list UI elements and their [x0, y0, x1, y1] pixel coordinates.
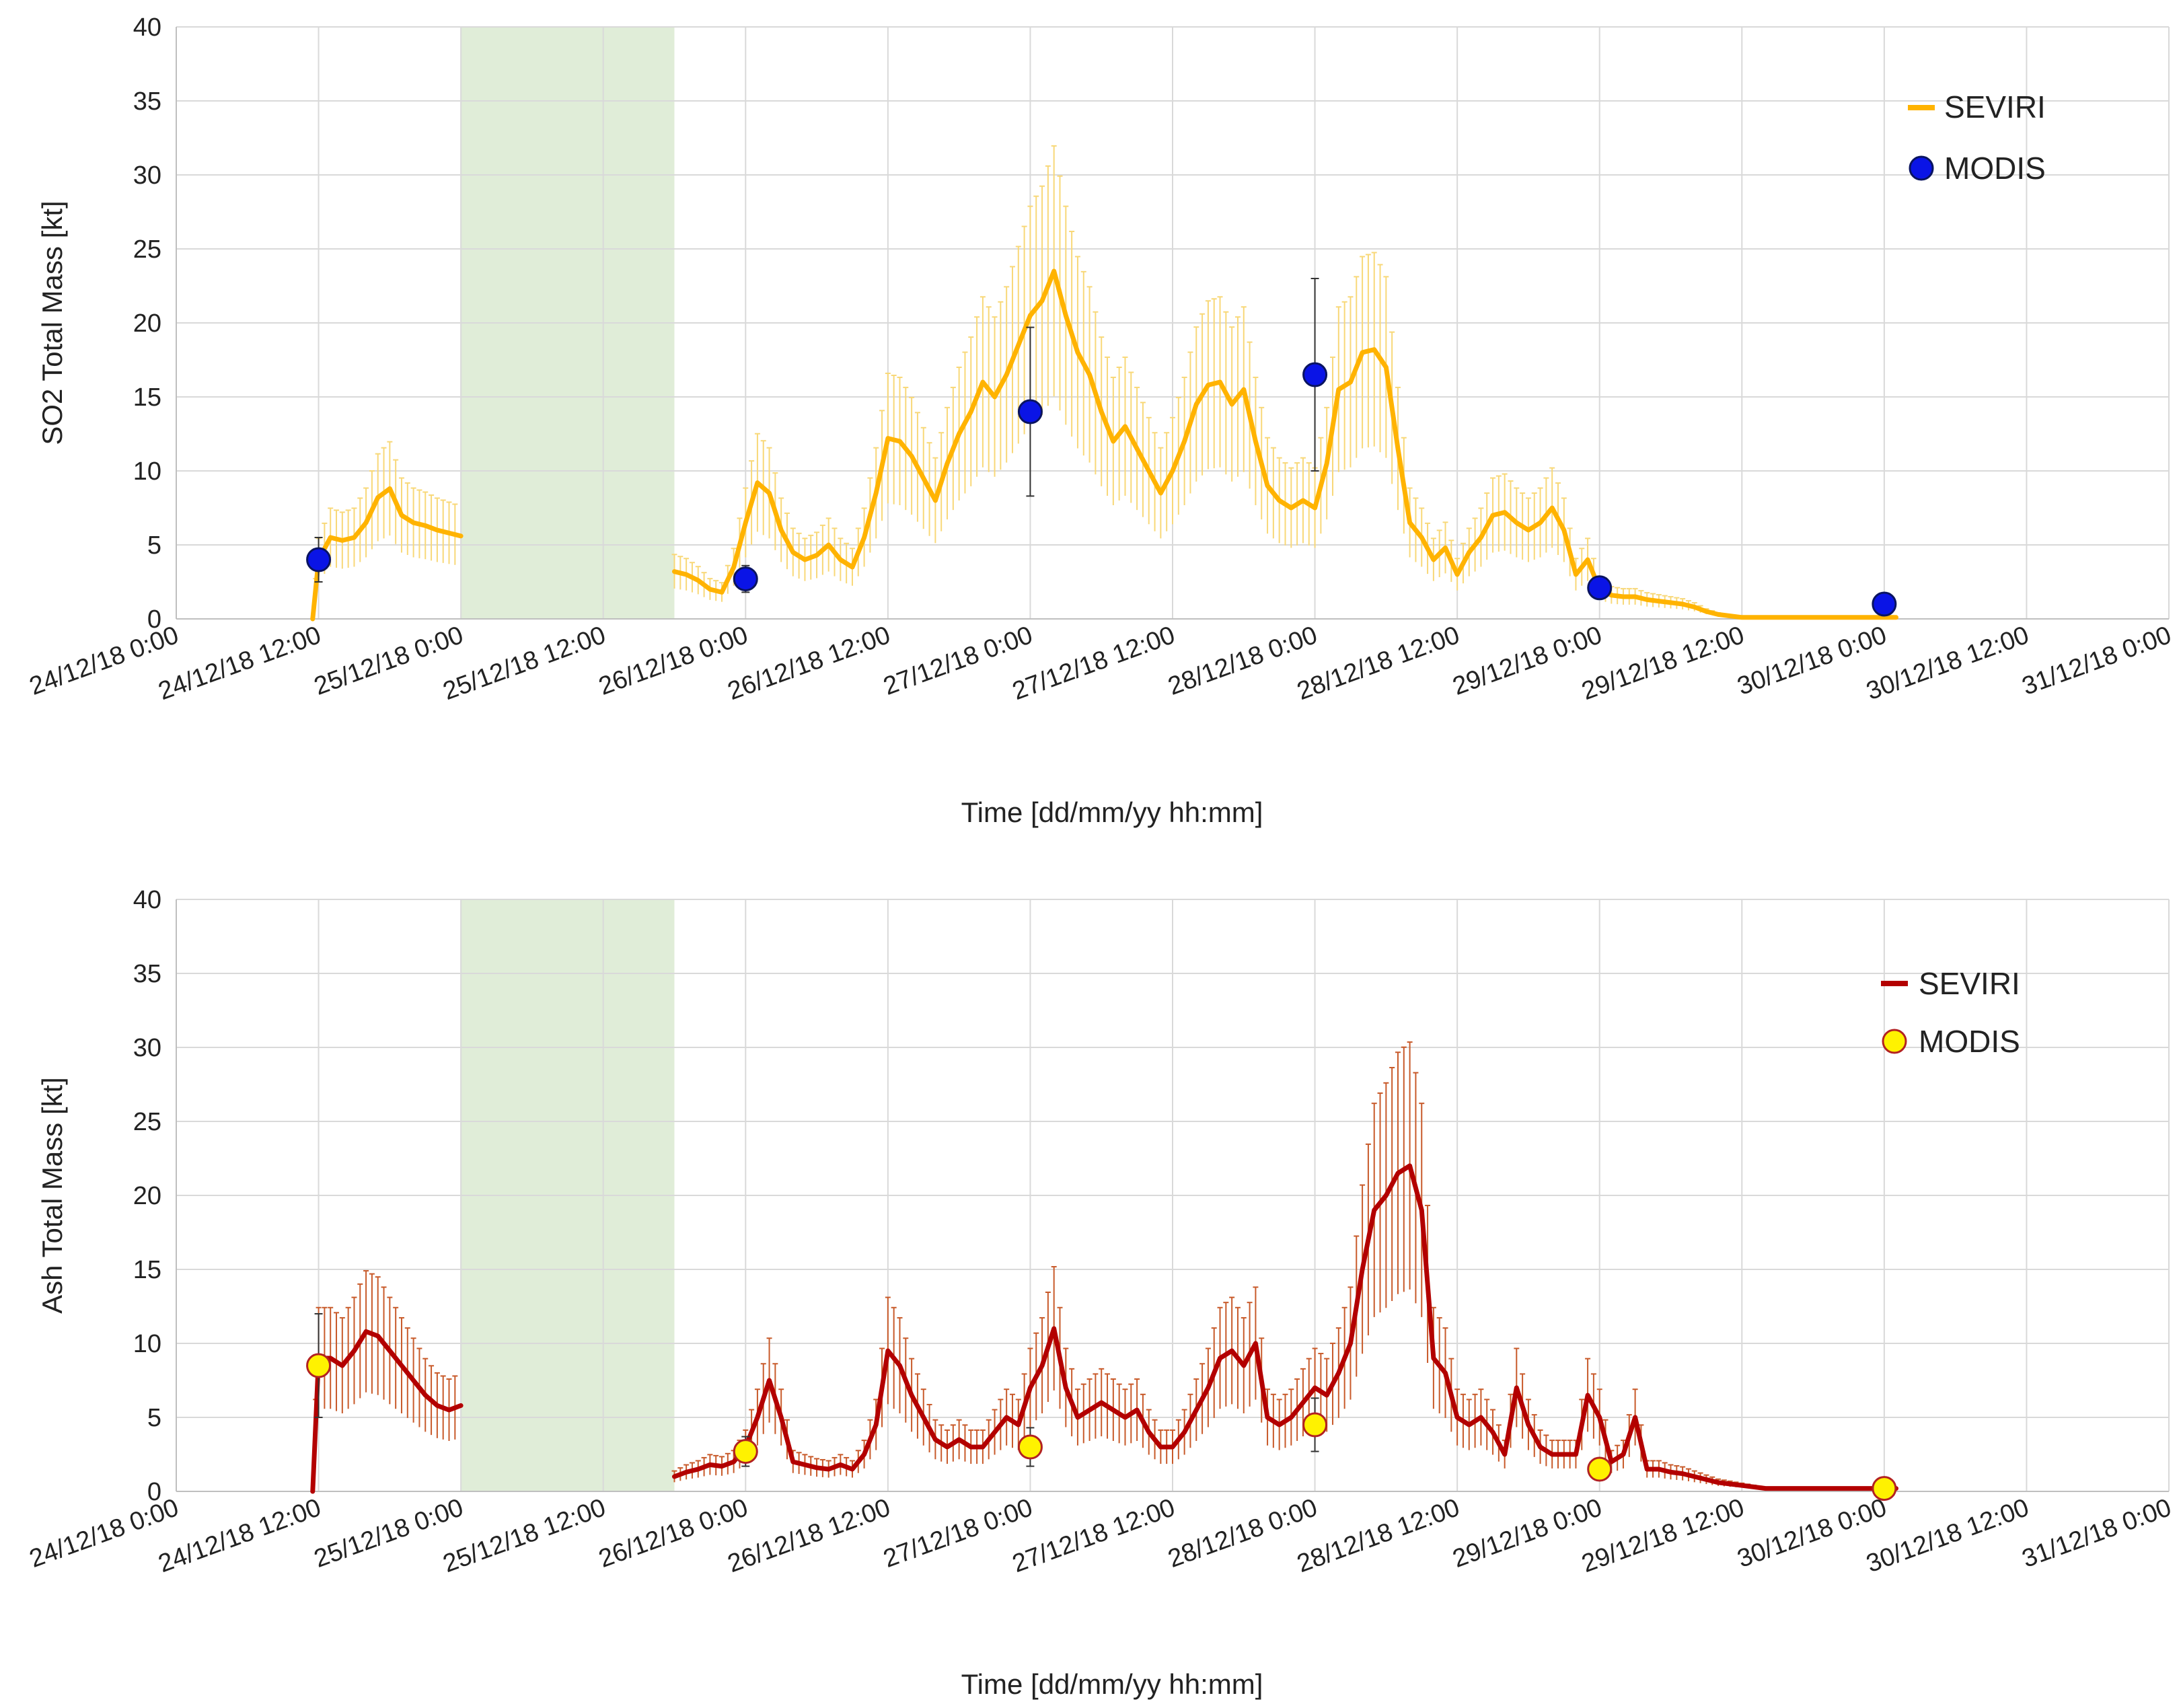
y-tick-label: 15	[133, 383, 161, 412]
x-tick-label: 30/12/18 12:00	[1863, 1493, 2033, 1578]
y-tick-label: 35	[133, 87, 161, 116]
legend-modis-label: MODIS	[1919, 1024, 2020, 1059]
modis-points	[306, 1313, 1897, 1501]
y-tick-label: 35	[133, 960, 161, 988]
modis-point	[306, 547, 332, 572]
y-tick-label: 15	[133, 1256, 161, 1284]
y-tick-label: 25	[133, 1108, 161, 1136]
x-axis-title: Time [dd/mm/yy hh:mm]	[961, 1668, 1263, 1700]
modis-point	[1872, 591, 1897, 617]
y-tick-label: 30	[133, 161, 161, 190]
x-tick-label: 25/12/18 12:00	[439, 1493, 609, 1578]
x-tick-label: 26/12/18 12:00	[724, 621, 894, 706]
y-tick-label: 10	[133, 457, 161, 486]
seviri-line	[310, 268, 1898, 622]
y-tick-label: 40	[133, 886, 161, 914]
modis-point	[1302, 362, 1328, 387]
seviri-line-segment-1	[672, 1163, 1898, 1491]
y-tick-labels: 0 5 10 15 20 25 30 35 40	[133, 13, 161, 634]
modis-point	[1017, 399, 1043, 424]
modis-point	[1587, 575, 1613, 601]
x-tick-label: 31/12/18 0:00	[2018, 1493, 2175, 1573]
seviri-line	[310, 1163, 1898, 1494]
y-tick-label: 25	[133, 235, 161, 264]
y-tick-labels: 0 5 10 15 20 25 30 35 40	[133, 886, 161, 1506]
x-tick-label: 30/12/18 12:00	[1863, 621, 2033, 706]
modis-point	[1587, 1456, 1613, 1482]
seviri-line-segment-1	[672, 268, 1898, 620]
y-tick-label: 0	[147, 605, 161, 634]
legend-modis-marker	[1909, 155, 1934, 181]
y-tick-label: 20	[133, 309, 161, 338]
x-tick-label: 29/12/18 12:00	[1578, 1493, 1748, 1578]
y-tick-label: 5	[147, 531, 161, 560]
x-axis-title: Time [dd/mm/yy hh:mm]	[961, 796, 1263, 828]
y-tick-label: 10	[133, 1330, 161, 1358]
legend-seviri-label: SEVIRI	[1919, 966, 2020, 1001]
gridlines	[176, 899, 2170, 1492]
y-tick-label: 30	[133, 1034, 161, 1062]
modis-point	[733, 566, 758, 592]
x-tick-label: 31/12/18 0:00	[2018, 621, 2175, 701]
modis-points	[306, 278, 1897, 617]
x-tick-label: 28/12/18 12:00	[1294, 621, 1464, 706]
legend-seviri-label: SEVIRI	[1944, 89, 2046, 124]
x-tick-label: 25/12/18 12:00	[439, 621, 609, 706]
y-axis-title: Ash Total Mass [kt]	[36, 1077, 68, 1314]
legend: SEVIRI MODIS	[1908, 89, 2046, 186]
x-tick-label: 26/12/18 12:00	[724, 1493, 894, 1578]
x-tick-label: 27/12/18 12:00	[1008, 1493, 1179, 1578]
x-tick-label: 29/12/18 12:00	[1578, 621, 1748, 706]
modis-point	[1302, 1412, 1328, 1438]
modis-point	[1872, 1476, 1897, 1501]
y-axis-title: SO2 Total Mass [kt]	[36, 200, 68, 445]
y-tick-label: 40	[133, 13, 161, 42]
seviri-line-segment-0	[310, 1329, 464, 1494]
y-tick-label: 20	[133, 1182, 161, 1210]
y-tick-label: 5	[147, 1404, 161, 1432]
legend-modis-label: MODIS	[1944, 151, 2046, 186]
modis-point	[306, 1353, 332, 1378]
x-tick-label: 24/12/18 12:00	[155, 1493, 325, 1578]
y-tick-label: 0	[147, 1478, 161, 1506]
x-tick-label: 27/12/18 12:00	[1008, 621, 1179, 706]
seviri-line-segment-0	[310, 486, 464, 622]
legend-modis-marker	[1882, 1029, 1907, 1054]
modis-point	[1017, 1434, 1043, 1460]
legend: SEVIRI MODIS	[1881, 966, 2020, 1059]
x-tick-label: 24/12/18 12:00	[155, 621, 325, 706]
x-tick-label: 28/12/18 12:00	[1294, 1493, 1464, 1578]
modis-point	[733, 1439, 758, 1464]
